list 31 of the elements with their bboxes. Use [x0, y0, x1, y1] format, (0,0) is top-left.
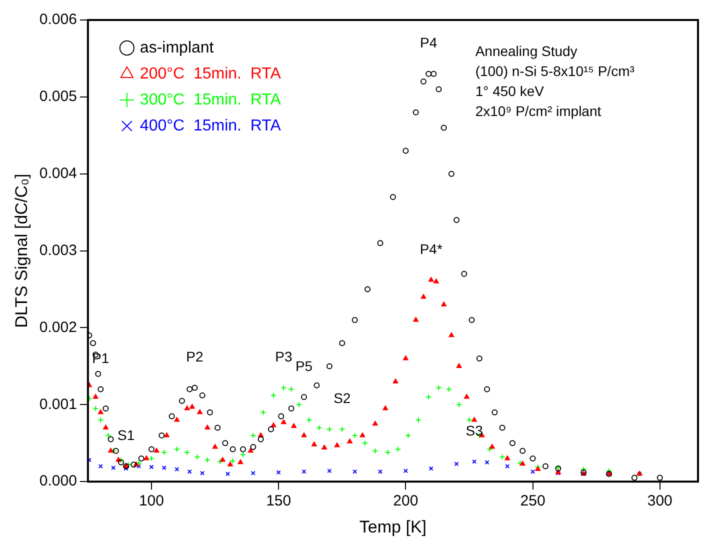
annotation: S2	[334, 390, 351, 406]
legend-label: 200°C 15min. RTA	[140, 65, 282, 82]
x-tick-label: 250	[520, 492, 546, 510]
y-tick-label: 0.005	[39, 88, 77, 106]
y-tick-label: 0.003	[39, 242, 77, 259]
legend-label: as-implant	[140, 39, 214, 56]
x-tick-label: 100	[138, 492, 164, 510]
y-tick-label: 0.006	[39, 11, 77, 28]
x-tick-label: 200	[393, 492, 418, 510]
annotation: P4*	[420, 240, 443, 257]
annotation: (100) n-Si 5-8x10¹⁵ P/cm³	[475, 62, 635, 79]
x-tick-label: 300	[647, 492, 672, 510]
annotation: P4	[420, 34, 438, 51]
y-tick-label: 0.000	[39, 472, 77, 490]
legend-label: 400°C 15min. RTA	[140, 117, 282, 134]
y-axis-title: DLTS Signal [dC/C₀]	[12, 174, 31, 328]
x-axis-title: Temp [K]	[359, 517, 427, 536]
annotation: 2x10⁹ P/cm² implant	[475, 102, 602, 119]
legend-label: 300°C 15min. RTA	[140, 91, 282, 108]
y-tick-label: 0.004	[39, 165, 77, 182]
annotation: P5	[295, 358, 313, 374]
annotation: P3	[275, 348, 292, 365]
annotation: P2	[186, 348, 204, 365]
annotation: S3	[466, 422, 484, 438]
annotation: S1	[118, 427, 135, 444]
y-tick-label: 0.002	[39, 318, 77, 336]
annotation: 1° 450 keV	[475, 82, 545, 99]
y-tick-label: 0.001	[39, 396, 77, 413]
annotation: Annealing Study	[475, 42, 578, 59]
x-tick-label: 150	[266, 492, 292, 510]
annotation: P1	[92, 350, 110, 366]
